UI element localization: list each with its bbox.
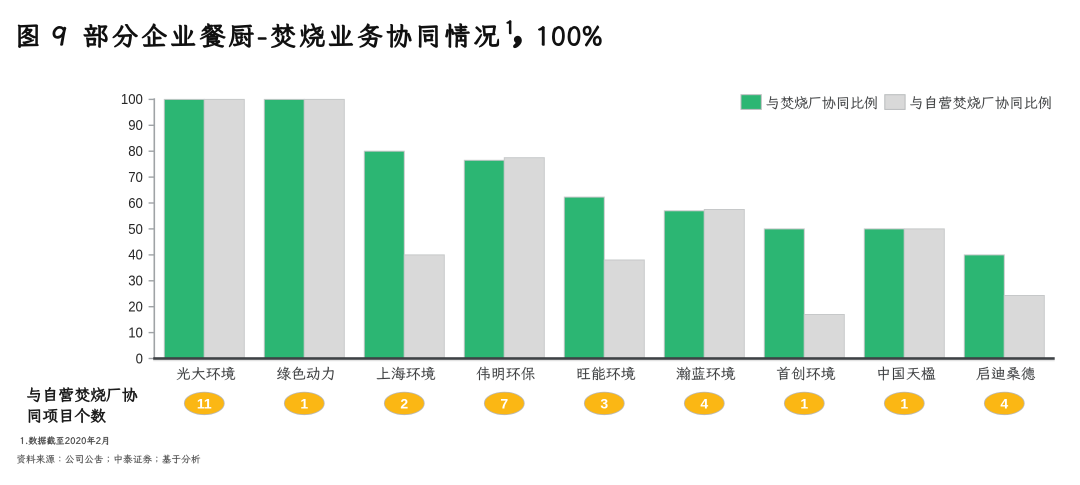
svg-text:3: 3 [600, 395, 608, 411]
svg-text:4: 4 [1000, 395, 1008, 411]
svg-text:2: 2 [400, 395, 408, 411]
svg-text:1: 1 [900, 395, 908, 411]
svg-text:70: 70 [128, 169, 143, 186]
svg-text:7: 7 [500, 395, 508, 411]
svg-text:1: 1 [800, 395, 808, 411]
svg-text:80: 80 [128, 143, 143, 160]
svg-text:60: 60 [128, 195, 143, 212]
svg-text:20: 20 [128, 299, 143, 316]
svg-text:40: 40 [128, 247, 143, 264]
svg-text:0: 0 [136, 350, 143, 367]
svg-text:1: 1 [300, 395, 308, 411]
svg-text:4: 4 [700, 395, 708, 411]
svg-text:90: 90 [128, 117, 143, 134]
svg-text:10: 10 [128, 324, 143, 341]
svg-text:100: 100 [121, 91, 143, 108]
svg-text:50: 50 [128, 221, 143, 238]
svg-text:11: 11 [197, 395, 212, 411]
svg-text:30: 30 [128, 273, 143, 290]
